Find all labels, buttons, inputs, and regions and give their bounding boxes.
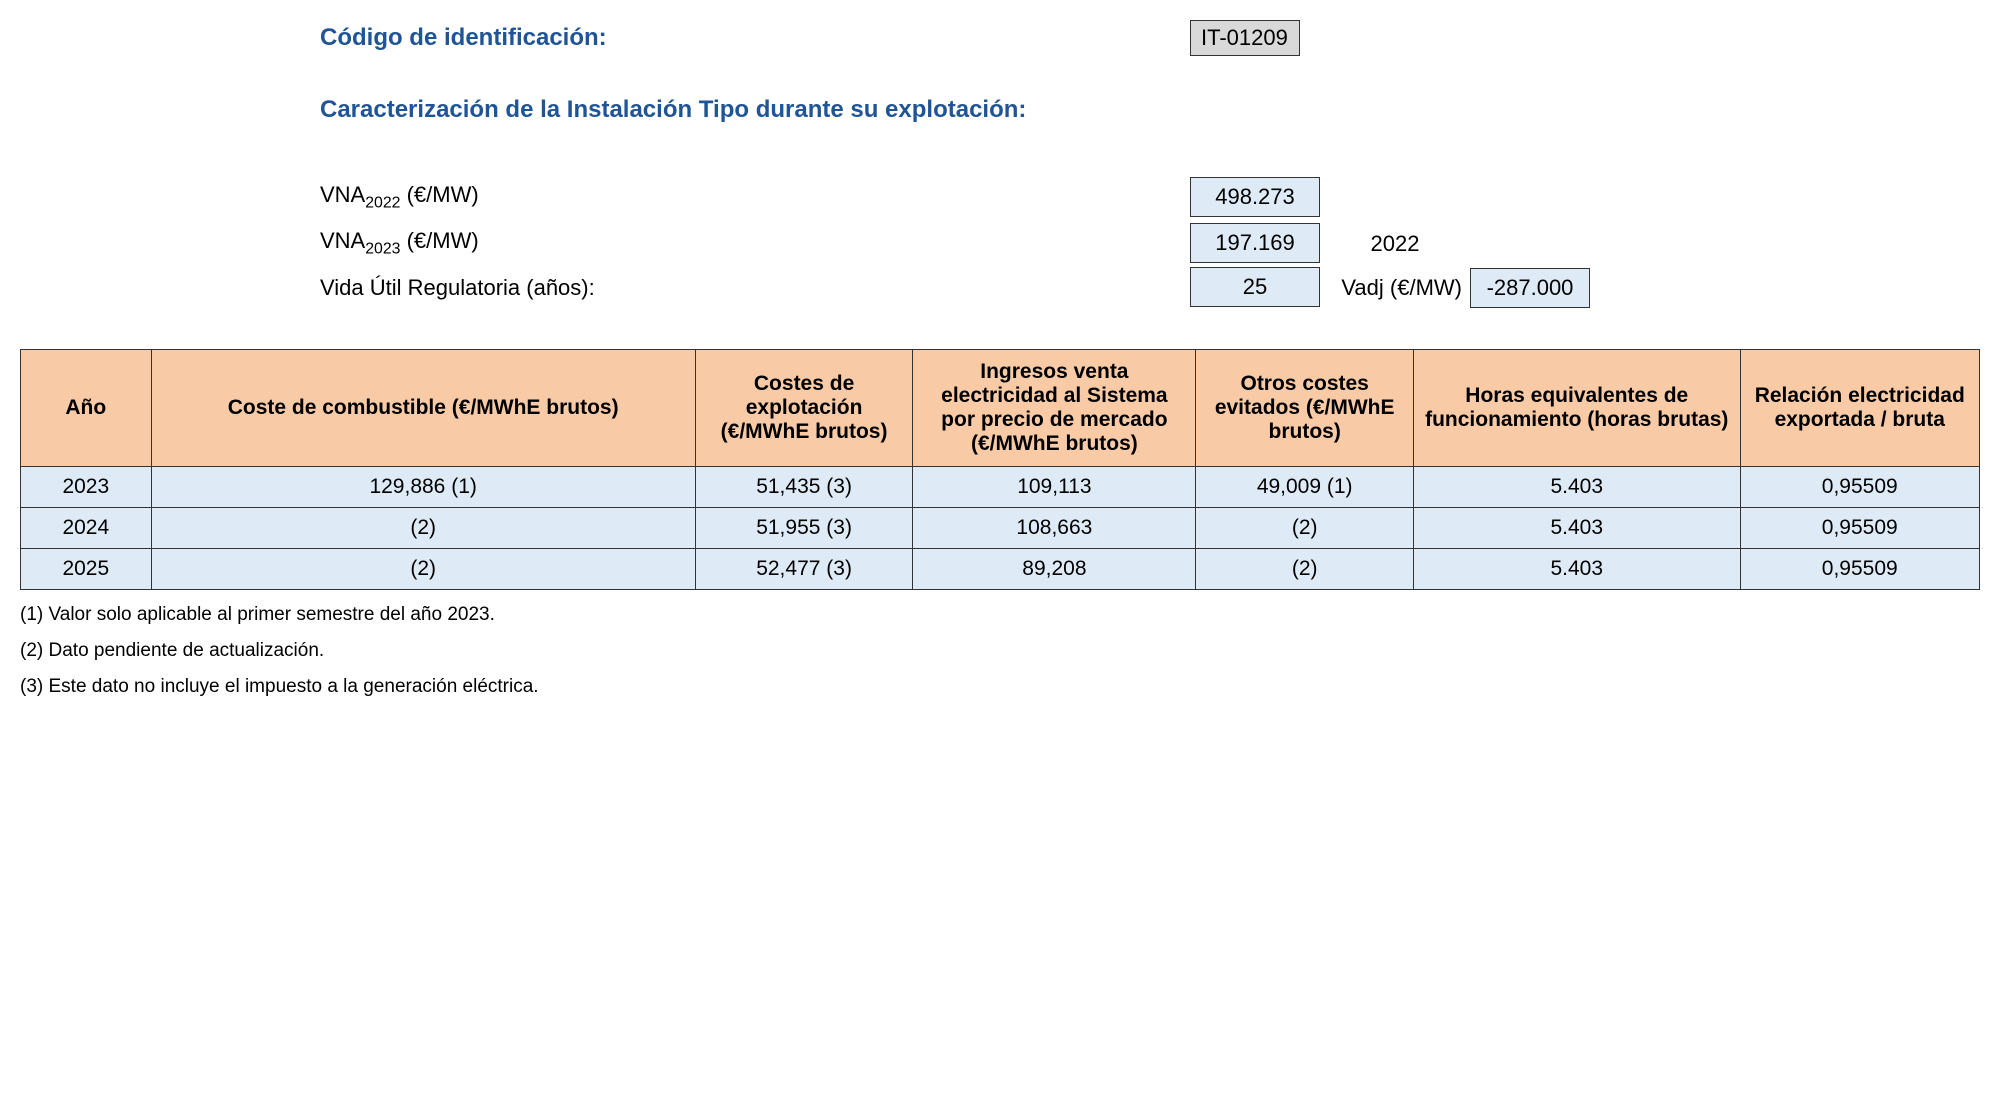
code-value-box: IT-01209 <box>1190 20 1300 56</box>
footnote-2: (2) Dato pendiente de actualización. <box>20 640 1980 662</box>
th-explotacion: Costes de explotación (€/MWhE brutos) <box>695 349 913 466</box>
table-row: 2025 (2) 52,477 (3) 89,208 (2) 5.403 0,9… <box>21 548 1980 589</box>
cell-combustible: (2) <box>151 548 695 589</box>
cell-otros: (2) <box>1196 548 1414 589</box>
cell-combustible: 129,886 (1) <box>151 466 695 507</box>
th-otros: Otros costes evitados (€/MWhE brutos) <box>1196 349 1414 466</box>
cell-ano: 2023 <box>21 466 152 507</box>
footnote-1: (1) Valor solo aplicable al primer semes… <box>20 604 1980 626</box>
characterization-heading: Caracterización de la Instalación Tipo d… <box>320 96 1980 124</box>
th-ingresos: Ingresos venta electricidad al Sistema p… <box>913 349 1196 466</box>
vadj-value: -287.000 <box>1470 268 1590 308</box>
cell-relacion: 0,95509 <box>1740 507 1979 548</box>
code-label: Código de identificación: <box>320 24 1190 52</box>
vida-label: Vida Útil Regulatoria (años): <box>320 267 1190 309</box>
th-relacion: Relación electricidad exportada / bruta <box>1740 349 1979 466</box>
table-body: 2023 129,886 (1) 51,435 (3) 109,113 49,0… <box>21 466 1980 589</box>
cell-horas: 5.403 <box>1414 466 1741 507</box>
cell-explotacion: 52,477 (3) <box>695 548 913 589</box>
cell-relacion: 0,95509 <box>1740 466 1979 507</box>
vida-value: 25 <box>1190 267 1320 307</box>
vadj-label: Vadj (€/MW) <box>1320 275 1470 301</box>
data-table: Año Coste de combustible (€/MWhE brutos)… <box>20 349 1980 590</box>
cell-ano: 2024 <box>21 507 152 548</box>
vna-2022-label: VNA2022 (€/MW) <box>320 174 1190 220</box>
cell-relacion: 0,95509 <box>1740 548 1979 589</box>
vna-2023-value: 197.169 <box>1190 223 1320 263</box>
th-ano: Año <box>21 349 152 466</box>
footnotes: (1) Valor solo aplicable al primer semes… <box>20 604 1980 698</box>
cell-otros: 49,009 (1) <box>1196 466 1414 507</box>
cell-combustible: (2) <box>151 507 695 548</box>
cell-otros: (2) <box>1196 507 1414 548</box>
cell-ano: 2025 <box>21 548 152 589</box>
upper-section: Código de identificación: IT-01209 Carac… <box>320 20 1980 309</box>
cell-ingresos: 89,208 <box>913 548 1196 589</box>
cell-horas: 5.403 <box>1414 548 1741 589</box>
footnote-3: (3) Este dato no incluye el impuesto a l… <box>20 676 1980 698</box>
params-grid: VNA2022 (€/MW) 498.273 VNA2023 (€/MW) 19… <box>320 174 1980 309</box>
table-row: 2024 (2) 51,955 (3) 108,663 (2) 5.403 0,… <box>21 507 1980 548</box>
year-right: 2022 <box>1320 231 1470 257</box>
code-row: Código de identificación: IT-01209 <box>320 20 1980 56</box>
table-row: 2023 129,886 (1) 51,435 (3) 109,113 49,0… <box>21 466 1980 507</box>
vna-2023-label: VNA2023 (€/MW) <box>320 220 1190 266</box>
cell-explotacion: 51,435 (3) <box>695 466 913 507</box>
th-combustible: Coste de combustible (€/MWhE brutos) <box>151 349 695 466</box>
vna-2022-value: 498.273 <box>1190 177 1320 217</box>
cell-explotacion: 51,955 (3) <box>695 507 913 548</box>
cell-ingresos: 109,113 <box>913 466 1196 507</box>
th-horas: Horas equivalentes de funcionamiento (ho… <box>1414 349 1741 466</box>
cell-ingresos: 108,663 <box>913 507 1196 548</box>
table-head: Año Coste de combustible (€/MWhE brutos)… <box>21 349 1980 466</box>
cell-horas: 5.403 <box>1414 507 1741 548</box>
